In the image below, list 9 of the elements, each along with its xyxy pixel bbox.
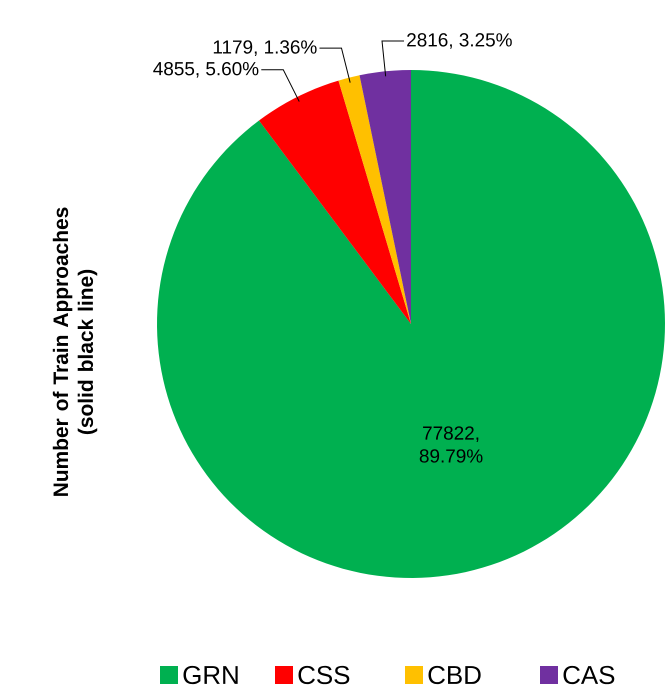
data-label: 2816, 3.25%	[407, 33, 512, 49]
legend-label: CSS	[298, 666, 350, 684]
legend-label: CBD	[428, 666, 481, 684]
text: Number of Train Approaches (solid black line)	[52, 208, 98, 496]
data-label: 77822, 89.79%	[420, 426, 482, 463]
data-label: 4855, 5.60%	[153, 62, 258, 78]
data-label: 1179, 1.36%	[214, 40, 317, 56]
legend-label: GRN	[183, 666, 238, 684]
legend-label: CAS	[564, 666, 614, 684]
